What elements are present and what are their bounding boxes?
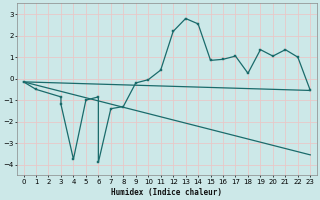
X-axis label: Humidex (Indice chaleur): Humidex (Indice chaleur): [111, 188, 222, 197]
